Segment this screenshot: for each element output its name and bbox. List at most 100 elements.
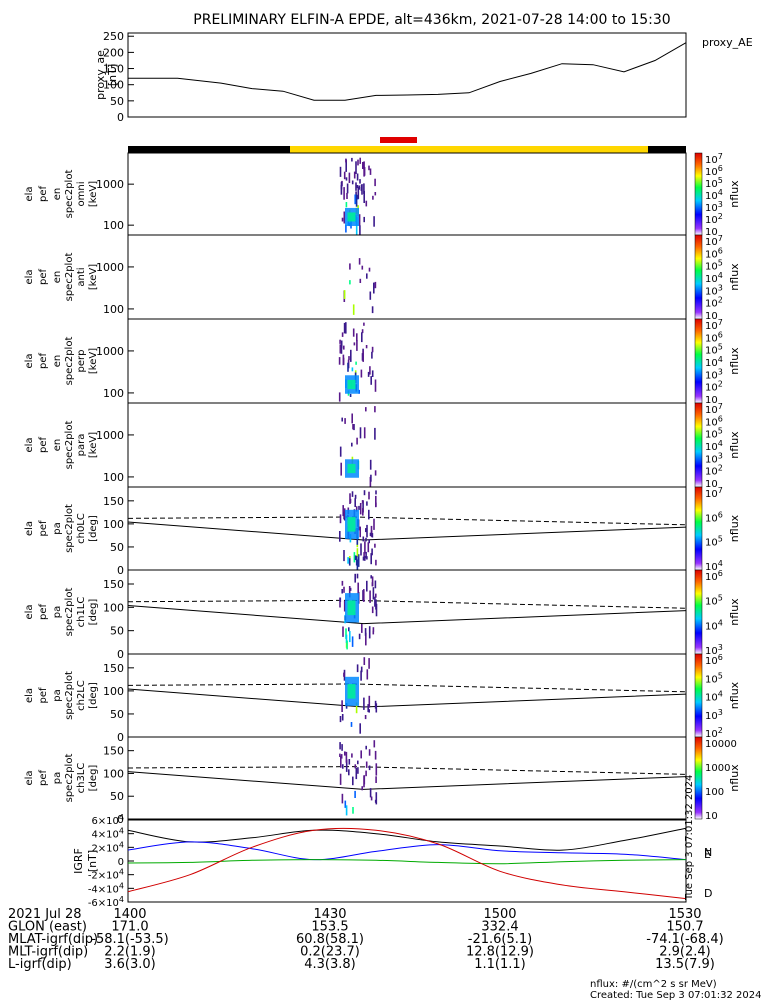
spec-ytick-label: 150 bbox=[103, 578, 124, 591]
spec-data-cell bbox=[367, 542, 370, 553]
spec-data-cell bbox=[363, 775, 366, 785]
spec-data-cell bbox=[341, 589, 343, 594]
footer-row-label: MLAT-igrf(dip) bbox=[8, 932, 98, 947]
spec-ylabel: pa bbox=[52, 606, 63, 618]
spec-data-cell bbox=[356, 333, 358, 342]
spec-data-cell bbox=[370, 525, 373, 537]
spec-ylabel: pef bbox=[38, 770, 49, 787]
creation-stamp-vertical: Tue Sep 3 07:01:32 2024 bbox=[684, 775, 695, 901]
spec-data-cell bbox=[365, 551, 367, 559]
spec-data-cell bbox=[357, 159, 359, 166]
colorbar-label: nflux bbox=[728, 598, 741, 626]
spec-ylabel: [deg] bbox=[88, 515, 99, 542]
spec-ytick-label: 100 bbox=[103, 219, 124, 232]
colorbar-tick-label: 102 bbox=[705, 726, 723, 740]
spec-data-cell bbox=[375, 792, 378, 805]
footer-row-value: 2.2(1.9) bbox=[104, 945, 156, 960]
spec-panel-2: ela pef en spec2plot anti [keV]10001001071061… bbox=[24, 234, 741, 322]
spec-data-cell bbox=[348, 172, 351, 183]
spec-data-cell bbox=[363, 183, 365, 194]
spec-panel-1: ela pef en spec2plot omni [keV]10001001071061… bbox=[24, 152, 741, 238]
spec-data-cell bbox=[356, 548, 359, 557]
spec-data-cell bbox=[355, 191, 357, 196]
colorbar-label: nflux bbox=[728, 764, 741, 792]
colorbar-tick-label: 106 bbox=[705, 414, 723, 428]
spec-data-cell bbox=[375, 559, 377, 566]
spec-data-cell bbox=[341, 417, 343, 422]
igrf-ylabel-unit: [nT] bbox=[86, 850, 99, 872]
spec-data-cell bbox=[375, 776, 377, 783]
spec-ylabel: ela bbox=[24, 186, 35, 201]
colorbar-tick-label: 10 bbox=[705, 227, 718, 238]
footer-row-value: 60.8(58.1) bbox=[296, 932, 364, 947]
spec-data-cell bbox=[366, 501, 368, 506]
spec-data-cell bbox=[364, 715, 367, 720]
orbit-shadow-bar-left bbox=[128, 146, 290, 153]
spec-frame bbox=[127, 318, 687, 404]
spec-ylabel: ch0LC bbox=[76, 513, 87, 544]
spec-data-cell bbox=[368, 709, 370, 713]
spec-data-cell bbox=[362, 500, 364, 513]
spec-data-cell bbox=[349, 493, 351, 504]
spec-ytick-label: 1000 bbox=[96, 345, 124, 358]
colorbar bbox=[694, 653, 703, 738]
spec-data-cell bbox=[357, 767, 359, 774]
spec-data-cell bbox=[373, 216, 375, 227]
spec-data-cell bbox=[355, 361, 357, 365]
spec-data-cell bbox=[339, 742, 341, 750]
spec-data-cell bbox=[363, 427, 366, 439]
spec-ylabel: spec2plot bbox=[64, 170, 75, 219]
spec-ylabel: spec2plot bbox=[64, 754, 75, 803]
spec-data-cell bbox=[364, 541, 366, 554]
spec-data-cell bbox=[362, 162, 364, 169]
colorbar bbox=[694, 152, 703, 236]
spec-data-cell bbox=[356, 185, 359, 189]
spec-data-cell bbox=[359, 225, 361, 235]
colorbar-tick-label: 107 bbox=[705, 234, 723, 248]
spec-data-cell bbox=[342, 626, 344, 637]
spec-data-cell bbox=[359, 179, 361, 184]
spec-data-cell bbox=[343, 600, 346, 612]
spec-ylabel: pa bbox=[52, 772, 63, 784]
spec-ytick-label: 100 bbox=[103, 601, 124, 614]
spec-data-cell bbox=[347, 362, 349, 372]
colorbar bbox=[694, 234, 703, 320]
spec-data-cell bbox=[339, 446, 342, 457]
igrf-ytick-label: 4×104 bbox=[91, 827, 124, 841]
igrf-ytick-label: 0 bbox=[118, 857, 124, 868]
spec-data-cell bbox=[375, 763, 378, 776]
spec-data-cell bbox=[345, 759, 348, 772]
spec-data-cell bbox=[339, 773, 342, 785]
spec-data-cell bbox=[356, 664, 359, 673]
spec-data-cell bbox=[345, 322, 347, 334]
colorbar bbox=[694, 486, 703, 571]
spec-data-cell bbox=[350, 722, 353, 727]
spec-data-cell bbox=[370, 376, 372, 385]
spec-data-cell bbox=[373, 282, 375, 294]
spec-data-cell bbox=[369, 788, 372, 798]
spec-data-cell bbox=[355, 555, 358, 566]
spec-data-cell bbox=[342, 764, 344, 769]
spec-ylabel: spec2plot bbox=[64, 671, 75, 720]
spec-data-cell bbox=[370, 796, 373, 801]
spec-data-cell bbox=[356, 437, 358, 445]
spec-data-cell bbox=[369, 476, 372, 488]
spec-data-cell bbox=[365, 745, 367, 750]
footer-row-value: 332.4 bbox=[481, 920, 518, 935]
spec-data-cell bbox=[339, 597, 341, 608]
spec-data-cell bbox=[349, 263, 351, 270]
spec-data-cell bbox=[375, 593, 377, 598]
colorbar-tick-label: 104 bbox=[705, 188, 723, 202]
spec-data-cell bbox=[338, 392, 341, 402]
spec-data-cell bbox=[358, 258, 361, 265]
spec-data-cell bbox=[365, 407, 367, 412]
colorbar-label: nflux bbox=[728, 681, 741, 709]
spec-data-cell bbox=[368, 509, 370, 520]
spec-data-cell bbox=[371, 576, 374, 587]
spec-data-cell bbox=[340, 184, 343, 195]
colorbar-tick-label: 106 bbox=[705, 510, 723, 524]
spec-data-cell bbox=[347, 517, 356, 532]
colorbar bbox=[694, 736, 703, 820]
spec-data-cell bbox=[344, 418, 346, 424]
colorbar-tick-label: 105 bbox=[705, 176, 723, 190]
